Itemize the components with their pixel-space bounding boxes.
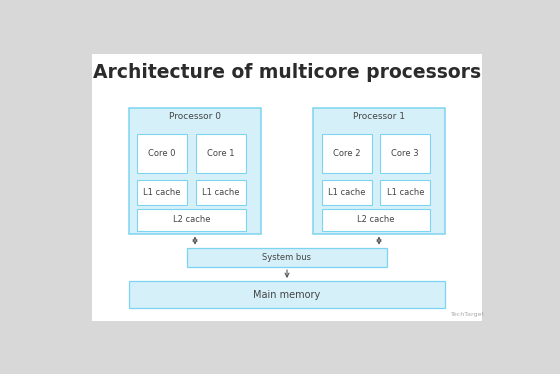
FancyArrowPatch shape	[285, 270, 289, 277]
Text: Core 3: Core 3	[391, 149, 419, 158]
Bar	[196, 134, 246, 173]
Bar	[137, 134, 187, 173]
Text: Main memory: Main memory	[253, 290, 321, 300]
Text: L1 cache: L1 cache	[386, 188, 424, 197]
Bar	[321, 134, 372, 173]
FancyArrowPatch shape	[193, 237, 197, 243]
Text: System bus: System bus	[263, 253, 311, 262]
Text: Core 1: Core 1	[207, 149, 235, 158]
Bar	[321, 180, 372, 205]
Text: Processor 0: Processor 0	[169, 112, 221, 121]
Text: Architecture of multicore processors: Architecture of multicore processors	[93, 63, 481, 82]
Text: L1 cache: L1 cache	[328, 188, 366, 197]
Text: L2 cache: L2 cache	[357, 215, 395, 224]
Bar	[137, 209, 246, 231]
Text: Processor 1: Processor 1	[353, 112, 405, 121]
FancyArrowPatch shape	[377, 237, 381, 243]
Bar	[129, 281, 445, 309]
Bar	[321, 209, 430, 231]
Bar	[187, 248, 387, 267]
Text: L2 cache: L2 cache	[173, 215, 210, 224]
Bar	[129, 108, 261, 233]
Bar	[137, 180, 187, 205]
Text: L1 cache: L1 cache	[202, 188, 240, 197]
Bar	[196, 180, 246, 205]
Text: Core 0: Core 0	[148, 149, 176, 158]
Bar	[380, 180, 430, 205]
Bar	[380, 134, 430, 173]
Text: L1 cache: L1 cache	[143, 188, 181, 197]
Text: TechTarget: TechTarget	[451, 312, 484, 317]
Text: Core 2: Core 2	[333, 149, 361, 158]
Bar	[313, 108, 445, 233]
